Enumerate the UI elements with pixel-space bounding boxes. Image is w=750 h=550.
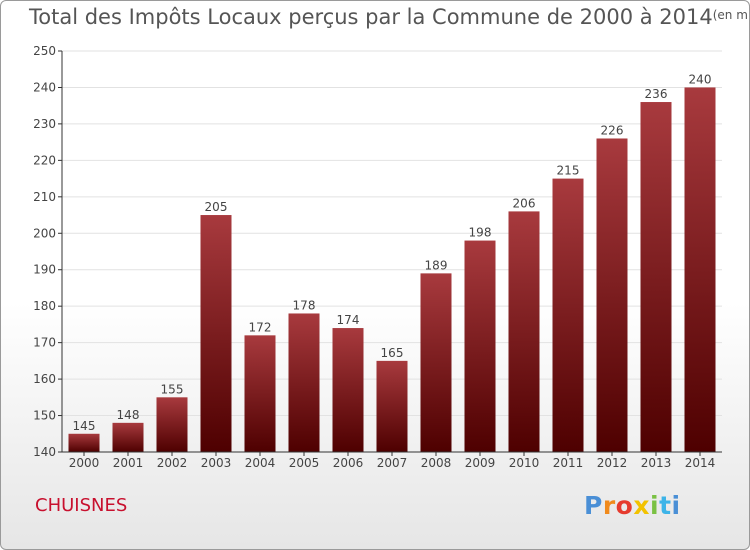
x-tick-label: 2009 [465, 456, 496, 470]
data-label: 148 [117, 408, 140, 422]
unit-note: (en milliers d'€) [712, 8, 750, 22]
data-label: 215 [557, 164, 580, 178]
chart-title: Total des Impôts Locaux perçus par la Co… [29, 5, 750, 29]
x-tick-label: 2005 [289, 456, 320, 470]
logo-letter: r [602, 491, 616, 520]
x-tick-label: 2003 [201, 456, 232, 470]
x-tick-label: 2014 [685, 456, 716, 470]
y-tick-label: 180 [33, 299, 56, 313]
y-tick-label: 210 [33, 190, 56, 204]
logo-letter: t [659, 491, 672, 520]
y-tick-label: 200 [33, 226, 56, 240]
data-label: 172 [249, 320, 272, 334]
x-tick-label: 2011 [553, 456, 584, 470]
logo-letter: i [650, 491, 660, 520]
bar [68, 433, 100, 452]
data-label: 178 [293, 298, 316, 312]
logo-letter: o [615, 491, 634, 520]
y-tick-label: 230 [33, 117, 56, 131]
x-tick-label: 2013 [641, 456, 672, 470]
bar [464, 240, 496, 452]
proxiti-logo: Proxiti [584, 491, 681, 520]
bar [156, 397, 188, 452]
logo-letter: i [671, 491, 681, 520]
data-label: 205 [205, 200, 228, 214]
bar [288, 313, 320, 452]
x-tick-label: 2007 [377, 456, 408, 470]
chart-title-text: Total des Impôts Locaux perçus par la Co… [29, 5, 713, 29]
bar [596, 138, 628, 452]
y-tick-label: 160 [33, 372, 56, 386]
y-tick-label: 170 [33, 336, 56, 350]
x-tick-label: 2010 [509, 456, 540, 470]
data-label: 189 [425, 258, 448, 272]
data-label: 198 [469, 226, 492, 240]
bar [244, 335, 276, 452]
x-tick-label: 2012 [597, 456, 628, 470]
y-tick-label: 150 [33, 409, 56, 423]
bar [684, 87, 716, 453]
data-label: 165 [381, 346, 404, 360]
commune-name: CHUISNES [35, 495, 128, 516]
x-tick-label: 2008 [421, 456, 452, 470]
y-tick-label: 140 [33, 445, 56, 459]
labels: 140 150 160 170 180 190 200 210 220 230 240 250 145 2… [33, 44, 715, 470]
data-label: 240 [689, 72, 712, 86]
x-tick-label: 2002 [157, 456, 188, 470]
data-label: 174 [337, 313, 360, 327]
x-tick-label: 2004 [245, 456, 276, 470]
bar [420, 273, 452, 452]
bar [200, 215, 232, 452]
logo-letter: x [633, 491, 650, 520]
x-tick-label: 2006 [333, 456, 364, 470]
bar [332, 328, 364, 452]
data-label: 145 [73, 419, 96, 433]
y-tick-label: 220 [33, 153, 56, 167]
bar [112, 422, 144, 452]
data-label: 226 [601, 123, 624, 137]
bar [552, 178, 584, 452]
data-label: 155 [161, 382, 184, 396]
logo-letter: P [584, 491, 603, 520]
data-label: 206 [513, 196, 536, 210]
x-tick-label: 2000 [69, 456, 100, 470]
bar [508, 211, 540, 452]
data-label: 236 [645, 87, 668, 101]
y-tick-label: 190 [33, 263, 56, 277]
bars [68, 87, 716, 453]
y-tick-label: 250 [33, 44, 56, 58]
x-tick-label: 2001 [113, 456, 144, 470]
axes [58, 50, 722, 456]
bar [376, 360, 408, 452]
bar [640, 102, 672, 452]
y-tick-label: 240 [33, 80, 56, 94]
